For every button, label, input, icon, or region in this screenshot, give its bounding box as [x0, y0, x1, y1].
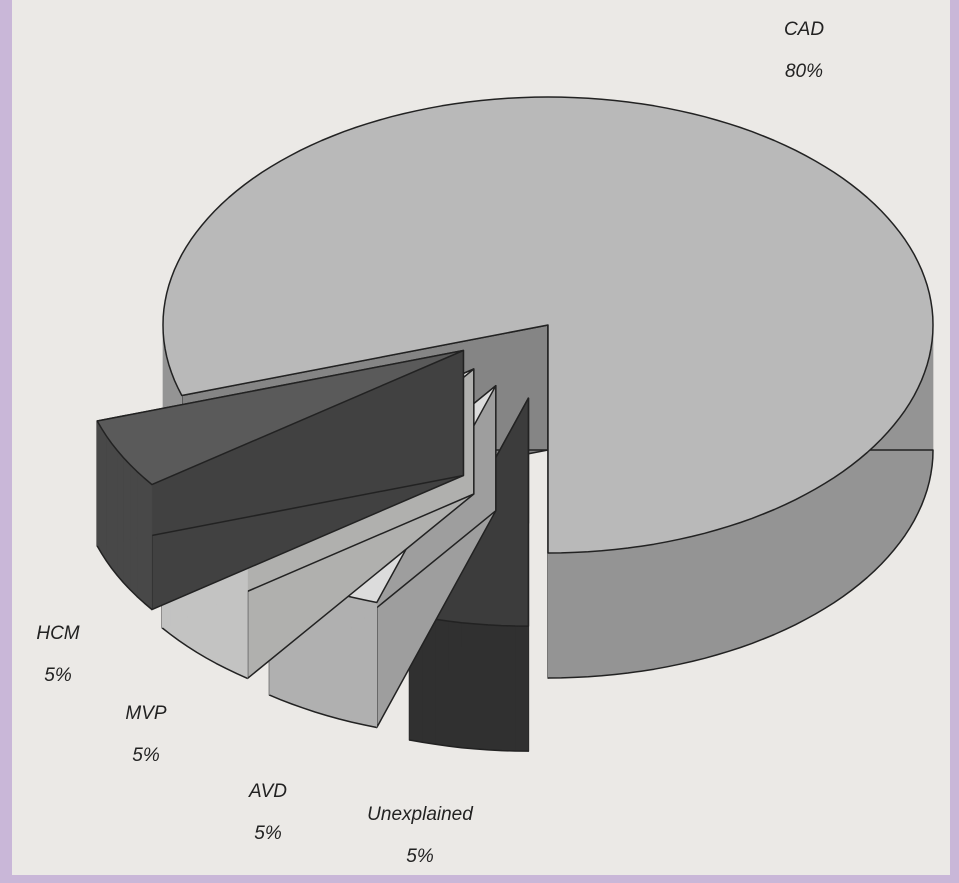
slice-side: [129, 463, 138, 598]
slice-side-outline: [409, 739, 529, 752]
slice-side: [111, 442, 118, 577]
slice-side: [640, 543, 655, 672]
slice-side: [815, 482, 826, 615]
slice-side: [740, 517, 753, 648]
value-label: 5%: [44, 665, 72, 686]
value-label: 5%: [406, 846, 434, 867]
slice-side: [143, 477, 153, 611]
category-label: HCM: [36, 623, 79, 644]
slice-side: [751, 513, 764, 644]
category-label: CAD: [784, 19, 824, 40]
slice-side: [474, 623, 489, 751]
slice-side: [601, 549, 616, 677]
slice-side: [106, 435, 112, 570]
slice-side-outline: [96, 545, 153, 611]
slice-side: [763, 509, 775, 640]
slice-side: [824, 477, 835, 609]
slice-side: [501, 625, 516, 752]
slice-side: [899, 409, 906, 544]
slice-side: [487, 624, 502, 751]
value-label: 5%: [132, 745, 160, 766]
slice-side: [842, 464, 852, 598]
slice-side: [874, 438, 882, 572]
slice-side: [859, 451, 868, 585]
slice-side-outline: [161, 627, 248, 680]
slice-side: [117, 449, 124, 584]
slice-side: [691, 532, 705, 662]
slice-side: [653, 541, 668, 670]
category-label: Unexplained: [367, 804, 474, 825]
slice-side: [448, 620, 462, 749]
slice-side: [887, 424, 895, 558]
slice-side: [614, 547, 629, 675]
slice-side: [881, 431, 889, 565]
category-label: AVD: [248, 781, 287, 802]
value-label: 5%: [254, 823, 282, 844]
labels: CAD 80% HCM 5% MVP 5% AVD 5% Unexplained 5%: [36, 19, 824, 867]
slice-side: [679, 536, 693, 665]
slice: [96, 349, 465, 486]
slice-side: [587, 550, 602, 678]
slice-side: [917, 380, 922, 513]
slice-side: [435, 618, 449, 747]
slice-side: [774, 504, 786, 635]
slice-side: [833, 471, 844, 604]
slice-side: [101, 427, 107, 563]
slice: [162, 96, 934, 554]
category-label: MVP: [125, 703, 167, 724]
slice-side: [805, 488, 816, 620]
slice-side: [795, 493, 806, 626]
slice-side: [666, 538, 680, 668]
slice-side-outline: [269, 694, 377, 729]
slice-side: [547, 552, 562, 679]
slice-side: [338, 593, 352, 723]
value-label: 80%: [785, 61, 823, 82]
slice-side: [461, 622, 476, 750]
slice-side: [913, 387, 919, 521]
slice-side: [926, 356, 930, 490]
slice-side: [136, 470, 145, 604]
slice-side: [784, 499, 796, 631]
slice-side: [514, 625, 529, 752]
slice-side: [921, 372, 925, 506]
slice-side: [123, 456, 131, 591]
slice-side: [561, 552, 576, 679]
slice-side: [574, 551, 589, 678]
slice-side: [924, 364, 928, 498]
slice-side: [627, 545, 642, 674]
slice-side: [728, 522, 741, 652]
slice-side: [904, 401, 911, 537]
slice-side: [363, 599, 378, 728]
slice-side: [909, 394, 915, 530]
slice-side: [866, 445, 875, 579]
pie: [96, 96, 934, 752]
slice-side: [893, 416, 900, 551]
slice-side: [96, 419, 102, 555]
slice-side: [704, 529, 718, 659]
slice-side: [851, 458, 860, 592]
slice-side: [351, 596, 365, 726]
slice-side: [716, 525, 729, 656]
